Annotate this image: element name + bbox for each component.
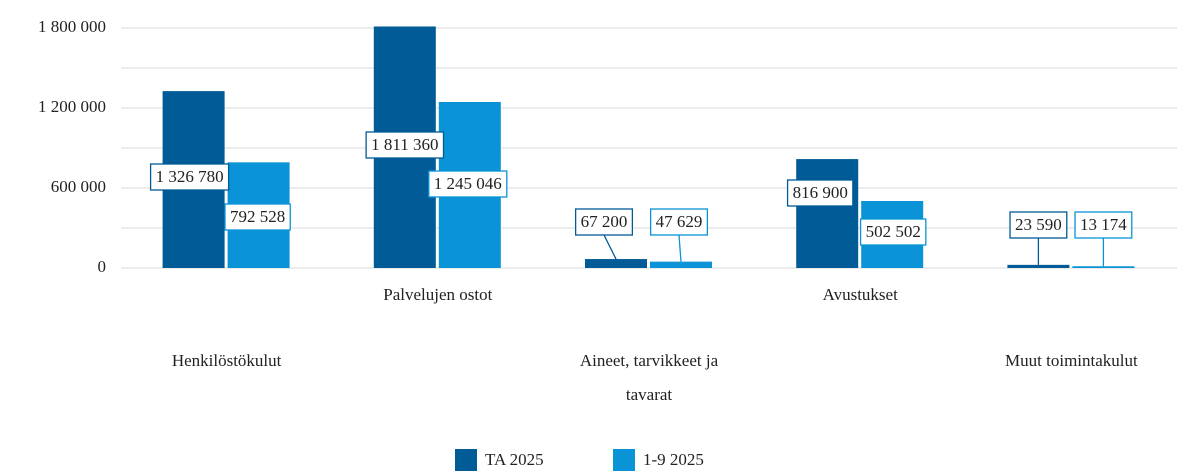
- data-label: 47 629: [649, 208, 709, 262]
- data-label: 1 811 360: [365, 131, 445, 159]
- x-tick-label: Henkilöstökulut: [172, 351, 282, 370]
- data-label-box: [365, 131, 445, 159]
- x-tick-label: Palvelujen ostot: [383, 285, 492, 304]
- data-label-box: [1074, 211, 1133, 239]
- data-label: 816 900: [786, 179, 854, 207]
- data-label-box: [786, 179, 854, 207]
- bar: [1072, 266, 1135, 268]
- legend-label: 1-9 2025: [643, 450, 704, 469]
- data-label-box: [149, 163, 230, 191]
- data-label-box: [1009, 211, 1068, 239]
- data-label-box: [224, 203, 291, 231]
- data-label-text: 1 245 046: [434, 174, 502, 193]
- data-label: 1 326 780: [149, 163, 230, 191]
- data-label: 502 502: [859, 218, 927, 246]
- data-label-text: 23 590: [1015, 215, 1062, 234]
- data-label-box: [574, 208, 634, 236]
- bar: [585, 259, 647, 268]
- data-label: 1 245 046: [428, 170, 508, 198]
- x-tick-label: Muut toimintakulut: [1005, 351, 1138, 370]
- data-label-text: 816 900: [793, 183, 848, 202]
- data-label-text: 1 326 780: [156, 167, 224, 186]
- leader-line: [603, 234, 617, 260]
- legend-label: TA 2025: [485, 450, 544, 469]
- y-tick-label: 600 000: [51, 177, 106, 196]
- y-tick-label: 1 800 000: [38, 17, 106, 36]
- bar: [1007, 264, 1070, 268]
- data-label: 67 200: [574, 208, 634, 260]
- data-label-text: 1 811 360: [371, 135, 438, 154]
- data-label: 792 528: [224, 203, 291, 231]
- x-tick-label-line: tavarat: [626, 385, 673, 404]
- y-tick-label: 1 200 000: [38, 97, 106, 116]
- data-label: 23 590: [1009, 211, 1068, 265]
- bar: [796, 159, 859, 268]
- legend-swatch: [613, 449, 635, 471]
- data-label: 13 174: [1074, 211, 1133, 267]
- data-label-box: [649, 208, 709, 236]
- y-tick-label: 0: [98, 257, 107, 276]
- data-label-box: [859, 218, 927, 246]
- data-label-box: [428, 170, 508, 198]
- data-label-text: 47 629: [656, 212, 703, 231]
- x-tick-label: Avustukset: [823, 285, 899, 304]
- leader-line: [678, 234, 682, 262]
- bar: [650, 261, 712, 268]
- data-label-text: 67 200: [581, 212, 628, 231]
- data-label-text: 13 174: [1080, 215, 1127, 234]
- x-tick-label: Aineet, tarvikkeet ja tavarat: [580, 351, 719, 404]
- data-label-text: 792 528: [230, 207, 285, 226]
- legend-swatch: [455, 449, 477, 471]
- x-tick-label-line: Aineet, tarvikkeet ja: [580, 351, 719, 370]
- data-label-text: 502 502: [866, 222, 921, 241]
